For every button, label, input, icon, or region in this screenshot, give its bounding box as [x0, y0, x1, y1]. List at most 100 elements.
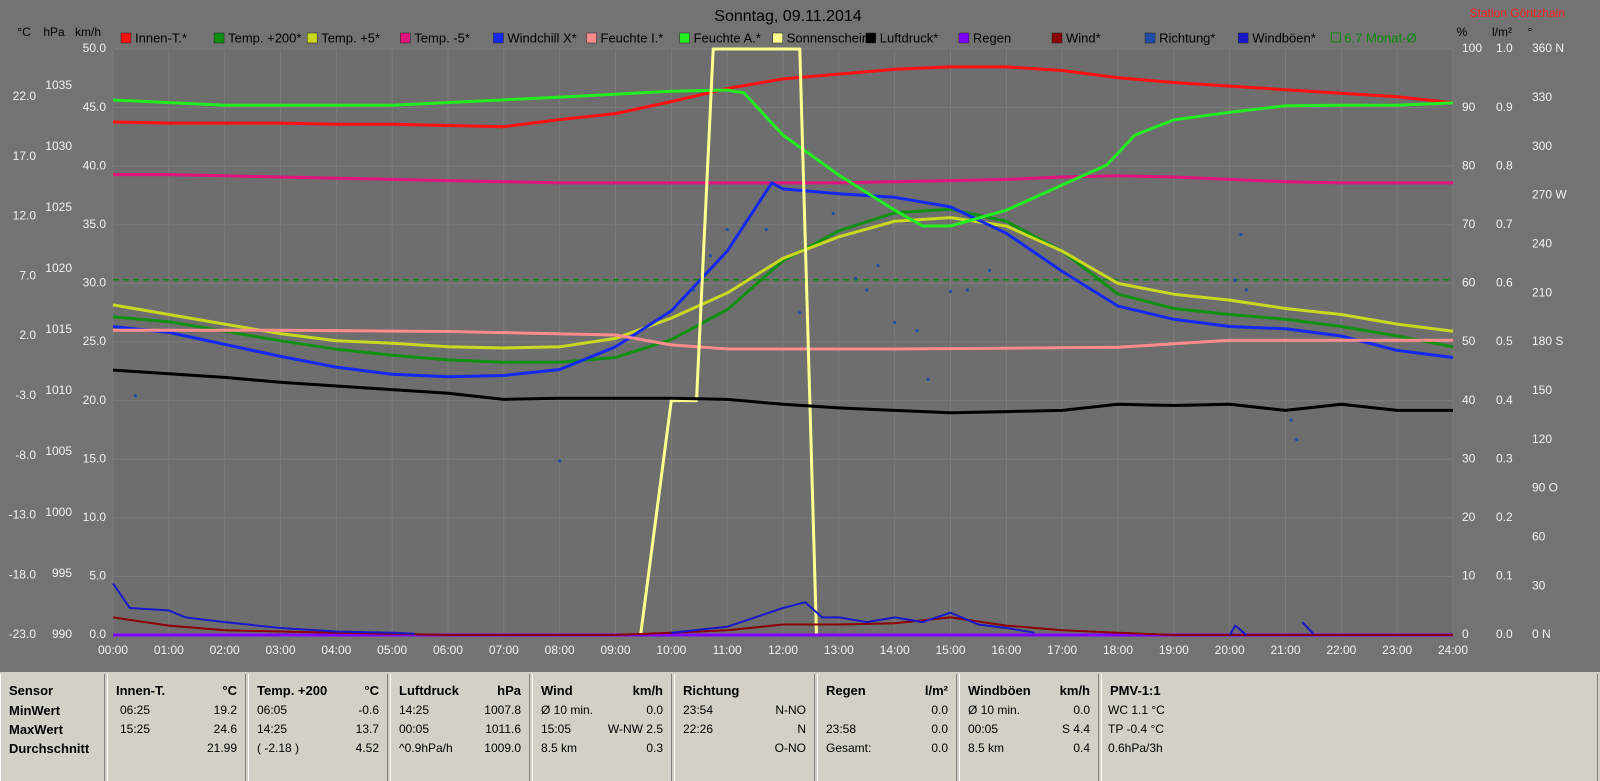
panel-title: Wind: [541, 683, 573, 698]
direction-point: [798, 311, 802, 315]
cell-value: 0.0: [931, 703, 948, 717]
cell-time: 22:26: [683, 722, 714, 736]
y-tick-label: 50.0: [83, 41, 107, 55]
y-tick-label: 330: [1532, 90, 1552, 104]
x-tick-label: 06:00: [433, 643, 463, 657]
panel-unit: km/h: [632, 683, 663, 698]
row-label: MinWert: [9, 703, 61, 718]
direction-point: [133, 394, 137, 398]
x-tick-label: 14:00: [880, 643, 910, 657]
direction-point: [1233, 278, 1237, 282]
cell-value: 4.52: [355, 741, 379, 755]
x-tick-label: 23:00: [1382, 643, 1412, 657]
series-line: [113, 328, 1453, 351]
legend-swatch: [213, 32, 225, 44]
y-tick-label: 22.0: [13, 89, 37, 103]
cell-time: 14:25: [257, 722, 288, 736]
grid: [112, 48, 1454, 636]
row-label: WC 1.1 °C: [1108, 703, 1165, 717]
direction-point: [1289, 418, 1293, 422]
legend-label: Luftdruck*: [880, 30, 939, 45]
x-tick-label: 08:00: [545, 643, 575, 657]
cell-value: W-NW 2.5: [607, 722, 663, 736]
cell-value: O-NO: [774, 741, 806, 755]
y-tick-label: 0.0: [1496, 627, 1513, 641]
stats-panel: Richtung 23:54 N-NO 22:26 N O-NO: [674, 674, 815, 781]
cell-value: 0.0: [1073, 703, 1090, 717]
series-line: [113, 47, 1453, 637]
cell-time: 00:05: [968, 722, 999, 736]
axis-unit: %: [1457, 25, 1468, 39]
y-tick-label: 5.0: [89, 569, 106, 583]
panel-unit: hPa: [497, 683, 521, 698]
series-layer: [112, 47, 1454, 637]
y-tick-label: 0.9: [1496, 100, 1513, 114]
y-tick-label: 270 W: [1532, 188, 1567, 202]
series-line: [112, 181, 1454, 379]
series-line: [113, 173, 1453, 185]
panel-unit: l/m²: [924, 683, 948, 698]
legend-label: Windchill X*: [507, 30, 576, 45]
cell-value: 0.4: [1073, 741, 1090, 755]
direction-point: [1244, 288, 1249, 292]
legend-swatch: [679, 32, 690, 44]
legend-swatch: [586, 32, 597, 44]
legend-swatch: [493, 32, 504, 44]
direction-point: [708, 254, 713, 258]
x-tick-label: 20:00: [1215, 643, 1245, 657]
direction-point: [764, 228, 768, 232]
y-tick-label: 60: [1532, 530, 1546, 544]
chart-title: Sonntag, 09.11.2014: [714, 8, 861, 25]
cell-time: Ø 10 min.: [541, 703, 594, 717]
y-tick-label: 360 N: [1532, 41, 1564, 55]
x-tick-label: 16:00: [991, 643, 1021, 657]
legend-label: Richtung*: [1159, 30, 1215, 45]
panel-unit: °C: [364, 683, 379, 698]
x-tick-label: 05:00: [377, 643, 407, 657]
y-tick-label: 30.0: [83, 276, 107, 290]
cell-time: 06:05: [257, 703, 288, 717]
series-line: [112, 216, 1454, 350]
y-tick-label: 60: [1462, 276, 1476, 290]
stats-panel: Wind km/h Ø 10 min. 0.0 15:05 W-NW 2.5 8.5 km 0…: [532, 674, 672, 781]
y-tick-label: -18.0: [9, 567, 37, 581]
cell-time: Ø 10 min.: [968, 703, 1021, 717]
y-tick-label: 30: [1532, 578, 1546, 592]
y-tick-label: 120: [1532, 432, 1552, 446]
cell-value: 21.99: [206, 741, 237, 755]
legend-swatch: [958, 32, 970, 44]
chart: Sonntag, 09.11.2014 Station Göritzhain 0…: [8, 6, 1568, 658]
y-tick-label: 10: [1462, 569, 1476, 583]
cell-time: 15:05: [541, 722, 572, 736]
stats-panel: Windböen km/h Ø 10 min. 0.0 00:05 S 4.4 8.5 km…: [959, 674, 1099, 781]
y-tick-label: 50: [1462, 334, 1476, 348]
direction-point: [853, 276, 858, 281]
y-tick-label: 180 S: [1532, 334, 1563, 348]
legend-label: 6.7 Monat-Ø: [1344, 30, 1416, 45]
cell-value: -0.6: [358, 703, 379, 717]
panel-title: Temp. +200: [257, 683, 328, 698]
y-tick-label: 90 O: [1532, 481, 1558, 495]
y-tick-label: -23.0: [9, 627, 37, 641]
panel-unit: °C: [222, 683, 237, 698]
y-tick-label: 240: [1532, 237, 1552, 251]
cell-time: 06:25: [120, 703, 151, 717]
x-tick-label: 11:00: [713, 643, 742, 657]
cell-value: 1011.6: [485, 722, 521, 736]
y-tick-label: 0.5: [1496, 334, 1513, 348]
y-tick-label: 10.0: [83, 510, 107, 524]
legend-label: Windböen*: [1252, 30, 1316, 45]
legend-swatch: [865, 32, 877, 44]
stats-panel: Innen-T. °C 06:25 19.2 15:25 24.6 21.99: [107, 674, 246, 781]
legend-label: Wind*: [1066, 30, 1101, 45]
y-tick-label: 1020: [45, 261, 72, 275]
x-tick-label: 19:00: [1159, 643, 1189, 657]
legend-swatch: [120, 32, 132, 44]
y-tick-label: 25.0: [83, 334, 107, 348]
cell-value: 0.0: [646, 703, 663, 717]
legend-swatch: [400, 32, 411, 44]
legend-label: Sonnenschein*: [787, 30, 874, 45]
x-tick-label: 22:00: [1326, 643, 1356, 657]
axis-unit: hPa: [43, 25, 65, 39]
